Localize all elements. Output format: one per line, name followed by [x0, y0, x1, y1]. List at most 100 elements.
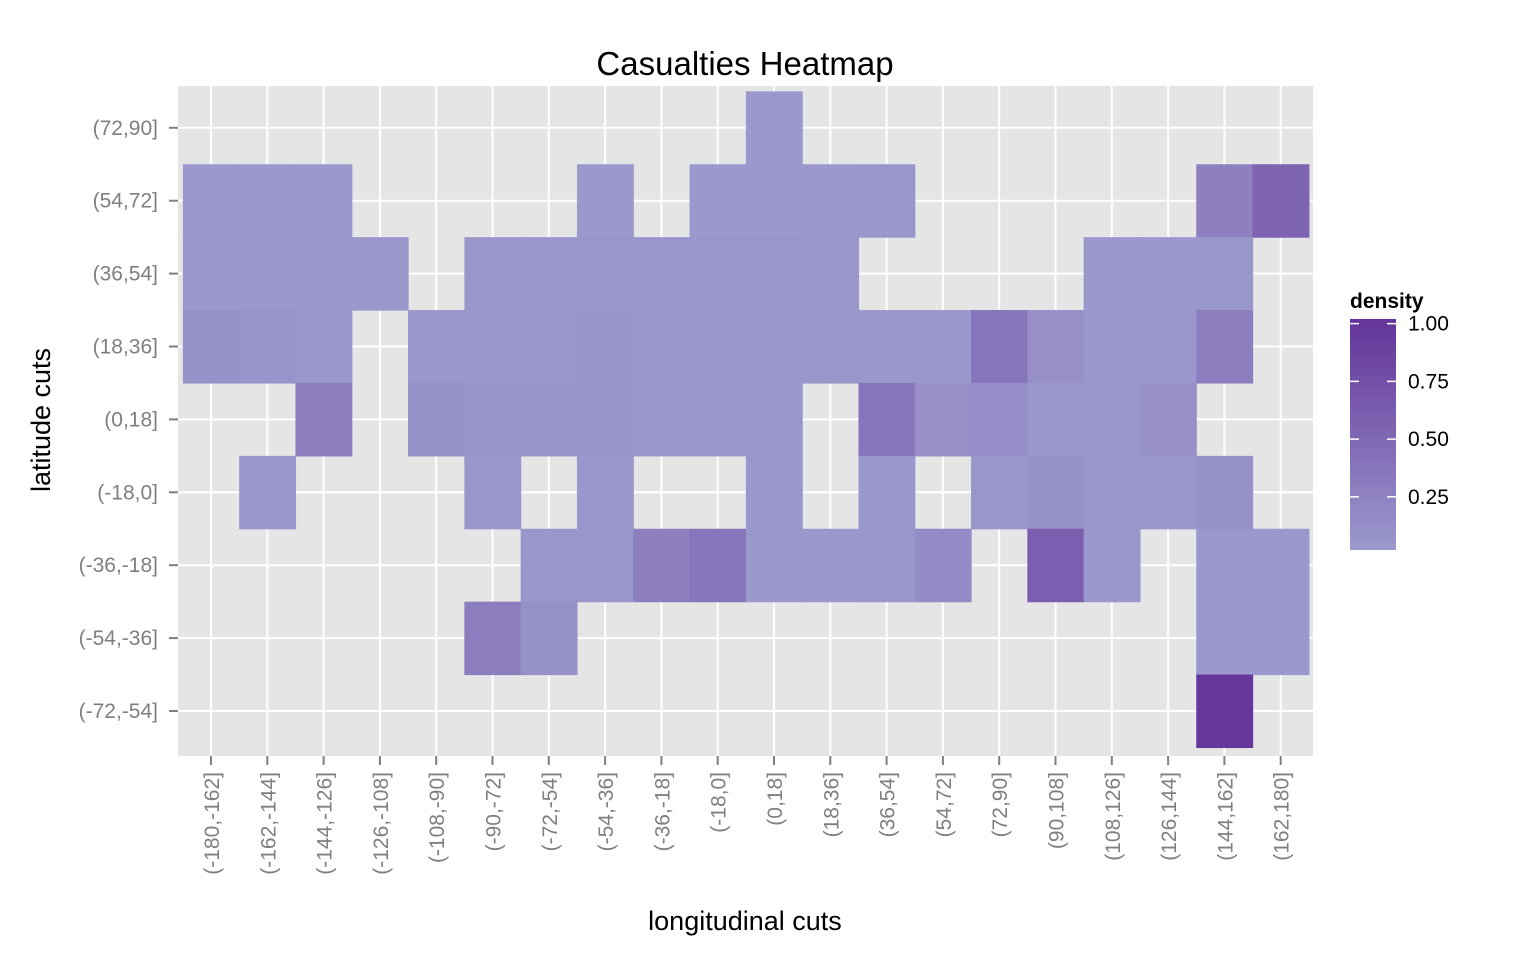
y-tick-label: (-72,-54]: [79, 700, 158, 723]
heatmap-cell: [858, 455, 916, 530]
x-tick-label: (-162,-144]: [257, 772, 280, 875]
heatmap-cell: [1139, 237, 1197, 311]
heatmap-cell: [745, 528, 803, 603]
heatmap-cell: [1027, 310, 1085, 384]
x-axis-title: longitudinal cuts: [648, 906, 842, 936]
heatmap-cell: [858, 164, 916, 238]
heatmap-cell: [1196, 601, 1254, 676]
heatmap-cell: [858, 528, 916, 603]
y-tick-label: (36,54]: [93, 263, 158, 286]
x-tick-label: (108,126]: [1102, 772, 1125, 861]
heatmap-cell: [689, 164, 747, 238]
legend-ticks: 0.25 0.50 0.75 1.00: [1350, 313, 1449, 509]
x-tick-label: (-54,-36]: [595, 772, 618, 851]
heatmap-cell: [1083, 528, 1141, 603]
heatmap-cell: [408, 382, 465, 457]
heatmap-cell: [576, 237, 634, 311]
x-tick-label: (-180,-162]: [201, 772, 224, 875]
heatmap-cell: [802, 310, 860, 384]
heatmap-cell: [351, 237, 409, 311]
heatmap-cell: [1139, 382, 1197, 457]
x-tick-label: (-72,-54]: [539, 772, 562, 851]
heatmap-cell: [1196, 164, 1254, 238]
heatmap-cell: [858, 382, 916, 457]
heatmap-cell: [464, 310, 522, 384]
heatmap-cell: [633, 382, 691, 457]
heatmap-cell: [295, 310, 353, 384]
x-tick-label: (144,162]: [1214, 772, 1237, 861]
x-tick-label: (36,54]: [877, 772, 900, 837]
x-tick-label: (-18,0]: [708, 772, 731, 833]
heatmap-cell: [520, 237, 578, 311]
x-tick-label: (0,18]: [764, 772, 787, 826]
x-axis: (-180,-162] (-162,-144] (-144,-126] (-126,-…: [201, 756, 1294, 875]
heatmap-cell: [971, 310, 1028, 384]
heatmap-cell: [745, 455, 803, 530]
heatmap-cell: [971, 382, 1028, 457]
chart-title: Casualties Heatmap: [596, 45, 893, 82]
x-tick-label: (72,90]: [989, 772, 1012, 837]
x-tick-label: (162,180]: [1271, 772, 1294, 861]
heatmap-cell: [1196, 237, 1254, 311]
heatmap-cell: [408, 310, 465, 384]
heatmap-cell: [745, 164, 803, 238]
heatmap-cell: [1139, 455, 1197, 530]
y-tick-label: (-54,-36]: [79, 627, 158, 650]
heatmap-cell: [464, 237, 522, 311]
x-tick-label: (-90,-72]: [483, 772, 506, 851]
heatmap-cell: [520, 601, 578, 676]
heatmap-cell: [576, 310, 634, 384]
y-tick-label: (54,72]: [93, 190, 158, 213]
heatmap-cell: [239, 164, 297, 238]
heatmap-cell: [464, 455, 522, 530]
heatmap-cell: [1196, 455, 1254, 530]
heatmap-cell: [689, 310, 747, 384]
heatmap-cell: [1083, 382, 1141, 457]
x-tick-label: (-144,-126]: [314, 772, 337, 875]
heatmap-cell: [914, 528, 972, 603]
legend-title: density: [1350, 290, 1424, 313]
heatmap-cell: [1252, 164, 1310, 238]
heatmap-cell: [182, 237, 240, 311]
heatmap-cell: [971, 455, 1028, 530]
legend-label: 0.25: [1408, 486, 1449, 509]
heatmap-cell: [802, 237, 860, 311]
heatmap-cell: [1083, 237, 1141, 311]
heatmap-cell: [1252, 601, 1310, 676]
heatmap-cell: [802, 528, 860, 603]
heatmap-cell: [182, 164, 240, 238]
y-tick-label: (0,18]: [104, 408, 158, 431]
legend-label: 0.50: [1408, 428, 1449, 451]
heatmap-cell: [1196, 310, 1254, 384]
heatmap-cell: [1083, 310, 1141, 384]
legend-label: 1.00: [1408, 313, 1449, 336]
heatmap-cell: [802, 164, 860, 238]
heatmap-cell: [576, 164, 634, 238]
heatmap-cell: [520, 528, 578, 603]
heatmap-cell: [1027, 455, 1085, 530]
heatmap-cell: [464, 382, 522, 457]
heatmap-cell: [1196, 528, 1254, 603]
heatmap-cell: [633, 237, 691, 311]
heatmap-cell: [858, 310, 916, 384]
heatmap-cell: [295, 164, 353, 238]
heatmap-cell: [689, 382, 747, 457]
y-axis-title: latitude cuts: [26, 348, 56, 492]
heatmap-cell: [576, 382, 634, 457]
heatmap-cell: [239, 310, 297, 384]
y-tick-label: (-18,0]: [97, 481, 158, 504]
heatmap-cell: [576, 455, 634, 530]
y-tick-label: (-36,-18]: [79, 554, 158, 577]
x-tick-label: (-108,-90]: [426, 772, 449, 863]
heatmap-cell: [914, 382, 972, 457]
y-tick-label: (18,36]: [93, 336, 158, 359]
x-tick-label: (-126,-108]: [370, 772, 393, 875]
heatmap-cell: [576, 528, 634, 603]
heatmap-cell: [689, 528, 747, 603]
heatmap-cell: [464, 601, 522, 676]
x-tick-label: (126,144]: [1158, 772, 1181, 861]
legend: density 0.25 0.50 0.75 1.00: [1350, 290, 1449, 550]
heatmap-cell: [745, 382, 803, 457]
heatmap-cell: [745, 237, 803, 311]
